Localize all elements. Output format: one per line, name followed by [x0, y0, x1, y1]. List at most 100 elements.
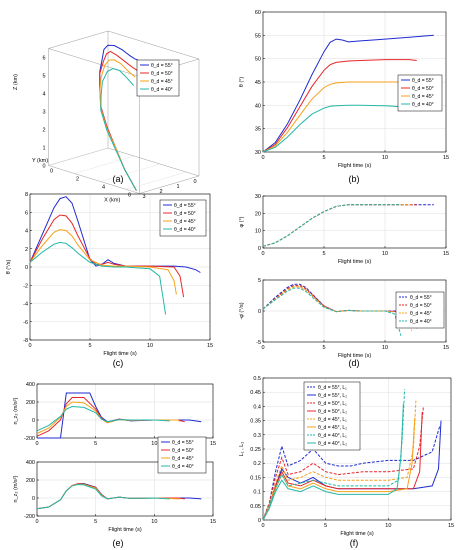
d-top-ytick-label-0: 0: [258, 246, 261, 252]
b-xlabel: Flight time (s): [338, 163, 371, 169]
c-ytick-label-5: 2: [25, 247, 28, 253]
a-legend-box: [136, 59, 180, 97]
f-ytick-label-10: 0.5: [253, 376, 261, 382]
c-series-2: [29, 229, 177, 295]
a-xtick-label-2: 4: [102, 185, 105, 191]
c-ytick-label-4: 0: [25, 265, 28, 271]
b-legend-label-3: θ_d = 40°: [412, 102, 434, 108]
e-bottom-ytick-label-1: 0: [32, 496, 35, 502]
b-ytick-label-0: 30: [255, 150, 261, 156]
e-top-ytick-label-0: -200: [24, 436, 35, 442]
a-series-1: [99, 50, 138, 191]
e-legend-box: [157, 436, 207, 474]
c-xtick-label-0: 0: [28, 343, 31, 349]
e-top-frame: [36, 383, 214, 439]
e-bottom-xlabel: Flight time (s): [108, 527, 141, 533]
a-series-2: [99, 59, 137, 191]
f-legend-label-2: θ_d = 50°, L₁: [318, 401, 347, 407]
d-bottom-xtick-label-1: 5: [322, 345, 325, 351]
a-ztick-label-6: 6: [42, 56, 45, 62]
e-bottom-series-2: [36, 483, 181, 510]
e-bottom-ytick-label-3: 400: [26, 460, 35, 466]
e-bottom-ytick-label-2: 200: [26, 478, 35, 484]
e-bottom-ytick-label-0: -200: [24, 514, 35, 520]
e-top-xtick-label-2: 10: [151, 441, 157, 447]
b-ytick-label-6: 60: [255, 10, 261, 16]
chart-d: 0 5 10 15 0 10 20 30 Flight time (s) φ (°) 0 5 10 15 -…: [239, 194, 449, 359]
b-legend-label-1: θ_d = 50°: [412, 86, 434, 92]
f-xtick-label-2: 10: [385, 523, 391, 529]
a-box-edge-2: [48, 165, 140, 194]
d-bottom-ylabel: -φ̇ (°/s): [239, 302, 245, 319]
c-xlabel: Flight time (s): [103, 351, 136, 357]
chart-b: 0 5 10 15 30 35 40 45 50 55 60 Flight time (s) θ (°)…: [239, 10, 449, 169]
f-xtick-label-1: 5: [324, 523, 327, 529]
c-legend-label-2: θ_d = 45°: [174, 219, 196, 225]
e-top-xtick-label-0: 0: [35, 441, 38, 447]
e-top-ytick-label-3: 400: [26, 382, 35, 388]
a-ztick-label-3: 3: [42, 110, 45, 116]
d-top-series-0: [262, 204, 434, 247]
d-top-ylabel: φ (°): [239, 216, 245, 227]
f-series-4: [262, 400, 417, 521]
e-legend-label-0: θ_d = 55°: [172, 440, 194, 446]
panel-label-b: (b): [349, 174, 360, 184]
c-series-3: [29, 241, 167, 315]
f-series-3: [262, 412, 423, 521]
f-legend-label-7: θ_d = 40°, L₂: [318, 441, 347, 447]
a-floor-grid-x-4: [100, 163, 161, 182]
c-ytick-label-1: -6: [23, 320, 28, 326]
d-top-ytick-label-3: 30: [255, 194, 261, 200]
f-legend-label-1: θ_d = 55°, L₂: [318, 393, 347, 399]
a-floor-grid-x-6: [126, 171, 187, 190]
d-top-xtick-label-0: 0: [261, 251, 264, 257]
e-top-ytick-label-1: 0: [32, 418, 35, 424]
b-legend-label-2: θ_d = 45°: [412, 94, 434, 100]
b-xtick-label-3: 15: [443, 155, 449, 161]
d-top-ytick-label-2: 20: [255, 211, 261, 217]
chart-f: 0 5 10 15 0 0.05 0.1 0.15 0.2 0.25 0.3 0.35 0.4 0.45 0…: [239, 376, 454, 537]
b-xtick-label-1: 5: [322, 155, 325, 161]
c-xtick-label-1: 5: [88, 343, 91, 349]
e-top-ylabel: n_z₂ (m/s²): [13, 397, 19, 424]
d-bottom-xtick-label-2: 10: [382, 345, 388, 351]
a-legend-label-0: θ_d = 55°: [151, 63, 173, 69]
a-ylabel: Y (km): [32, 158, 48, 164]
f-ylabel: L₁ , L₂: [239, 442, 245, 457]
c-legend-label-3: θ_d = 40°: [174, 227, 196, 233]
b-ytick-label-5: 55: [255, 33, 261, 39]
a-ztick-label-2: 2: [42, 128, 45, 134]
a-zlabel: Z (km): [13, 74, 19, 90]
a-box-edge-1: [139, 175, 200, 194]
d-bottom-xlabel: Flight time (s): [338, 353, 371, 359]
c-ytick-label-2: -4: [23, 302, 28, 308]
c-ytick-label-0: -8: [23, 338, 28, 344]
d-legend-label-3: θ_d = 40°: [410, 319, 432, 325]
d-top-ytick-label-1: 10: [255, 229, 261, 235]
a-legend-label-2: θ_d = 45°: [151, 79, 173, 85]
f-legend-label-4: θ_d = 45°, L₁: [318, 417, 347, 423]
a-ytick-label-1: 1: [176, 184, 179, 190]
c-legend-label-0: θ_d = 55°: [174, 203, 196, 209]
a-xtick-label-0: 0: [50, 169, 53, 175]
d-bottom-xtick-label-0: 0: [261, 345, 264, 351]
b-series-3: [262, 104, 401, 153]
b-ytick-label-3: 45: [255, 80, 261, 86]
d-legend-label-0: θ_d = 55°: [410, 295, 432, 301]
a-ytick-label-0: 0: [193, 179, 196, 185]
f-ytick-label-1: 0.05: [250, 504, 261, 510]
e-bottom-series-3: [36, 483, 170, 510]
e-bottom-ylabel: n_z₂ (m/s²): [13, 475, 19, 502]
c-ytick-label-8: 8: [25, 192, 28, 198]
a-xlabel: X (km): [104, 198, 120, 204]
c-legend-label-1: θ_d = 50°: [174, 211, 196, 217]
a-ztick-label-0: 0: [42, 164, 45, 170]
panel-label-d: (d): [349, 358, 360, 368]
panel-label-a: (a): [113, 174, 124, 184]
b-legend-box: [397, 74, 443, 112]
d-top-xtick-label-2: 10: [382, 251, 388, 257]
c-xtick-label-2: 10: [147, 343, 153, 349]
e-bottom-series-1: [36, 483, 185, 510]
f-xtick-label-3: 15: [448, 523, 454, 529]
a-box-edge-7: [48, 48, 140, 77]
